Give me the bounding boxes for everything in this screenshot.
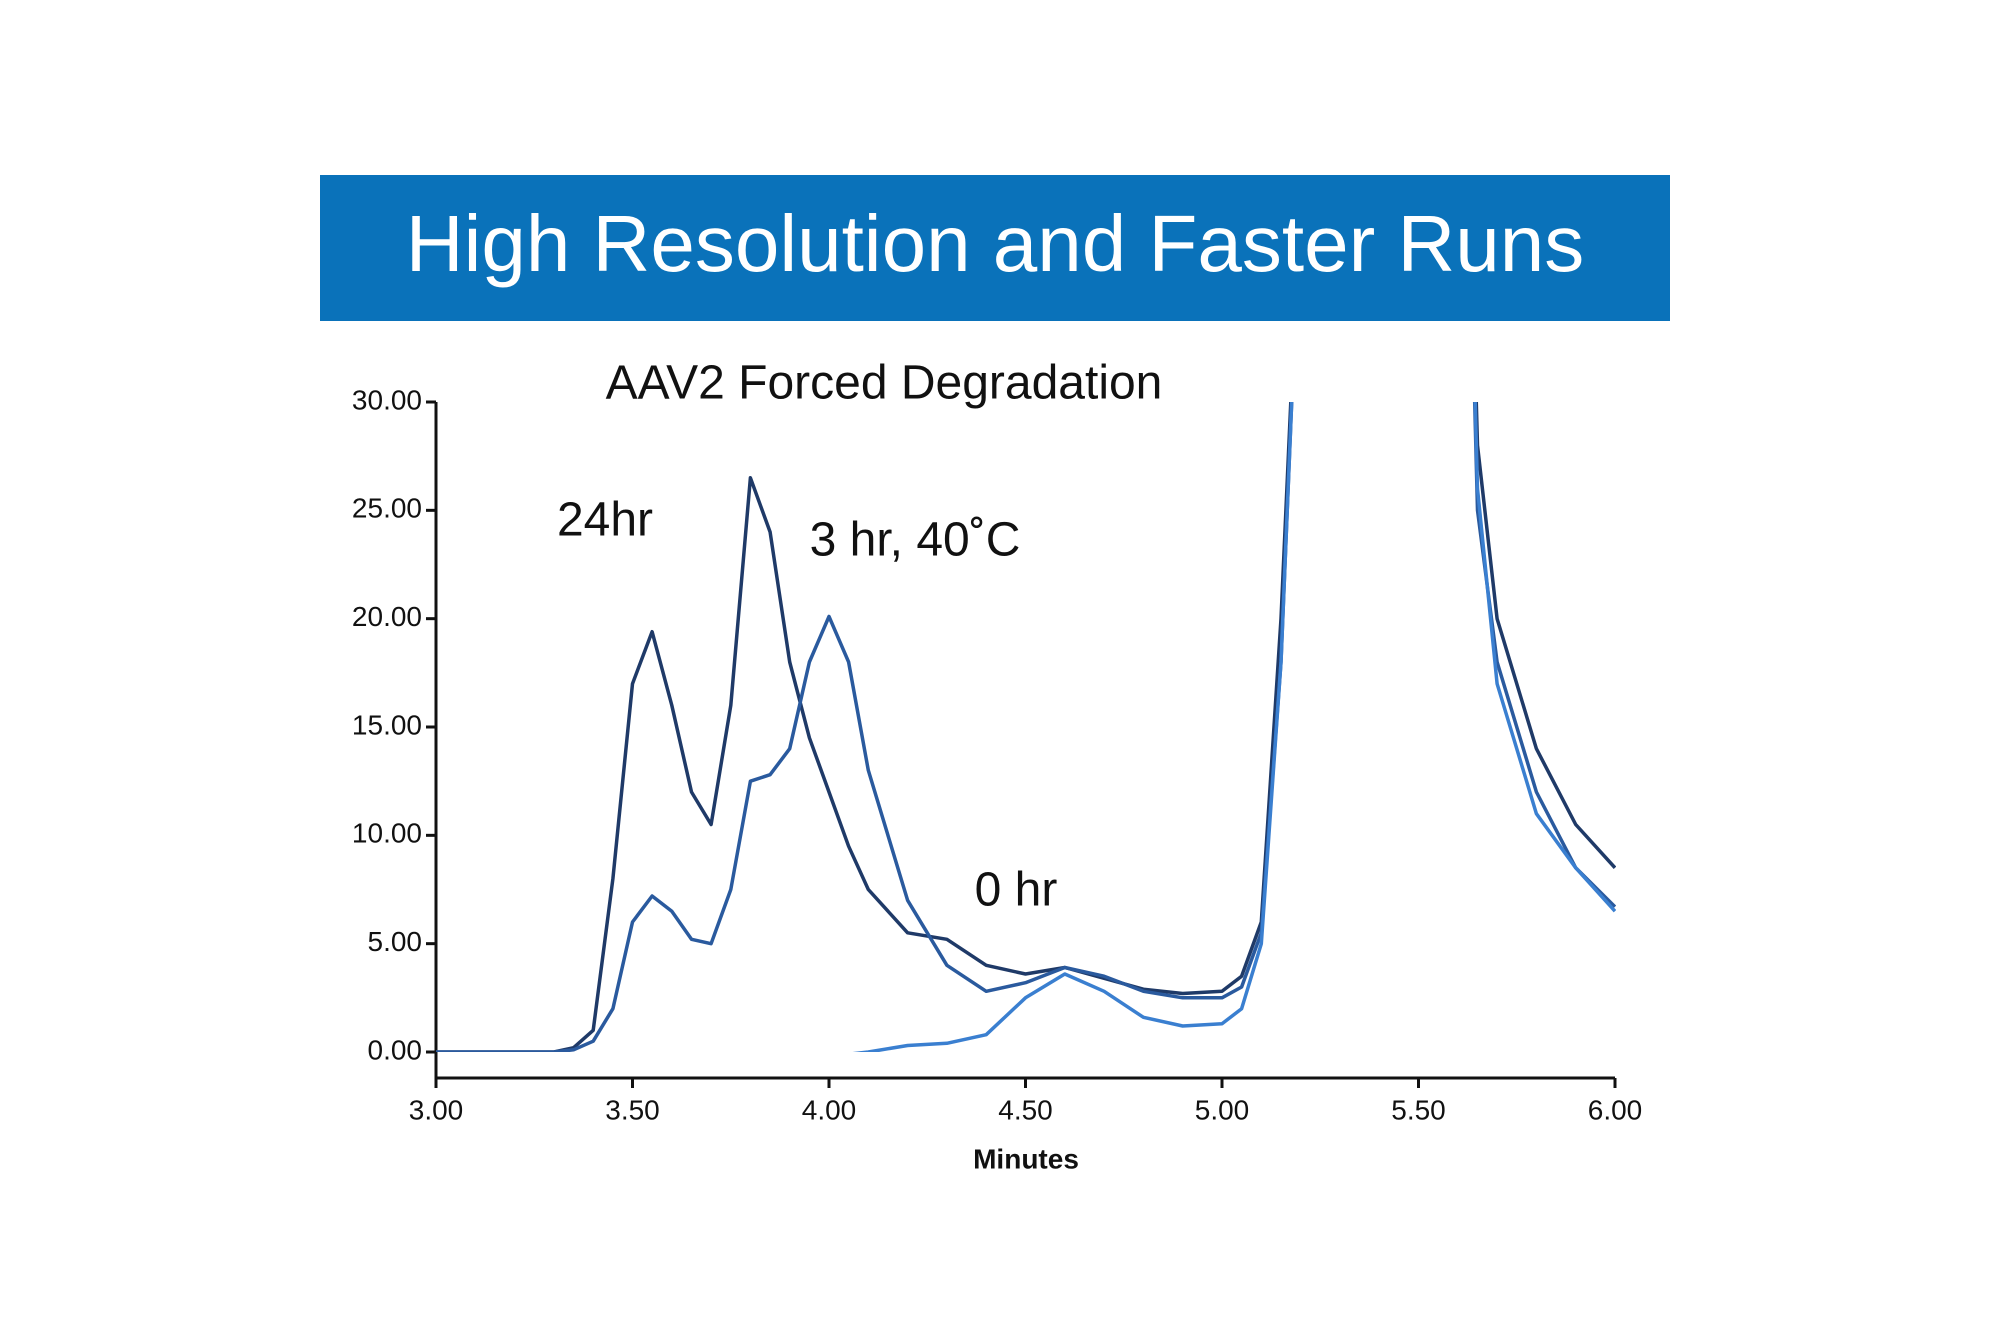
x-tick-label: 6.00 [1588,1094,1643,1125]
x-tick-label: 4.50 [998,1094,1053,1125]
x-tick-label: 5.50 [1391,1094,1446,1125]
plot-area [436,402,1616,1052]
y-tick-label: 20.00 [352,601,422,632]
annotation: 3 hr, 40˚C [810,514,1021,567]
banner-title: High Resolution and Faster Runs [406,199,1584,288]
y-tick-label: 0.00 [368,1034,423,1065]
y-tick-label: 10.00 [352,818,422,849]
y-tick-label: 30.00 [352,384,422,415]
y-tick-label: 25.00 [352,493,422,524]
x-tick-label: 5.00 [1195,1094,1250,1125]
x-tick-label: 3.50 [605,1094,660,1125]
x-axis-label: Minutes [973,1143,1079,1174]
line-series [436,402,1616,1052]
chart-title: AAV2 Forced Degradation [606,357,1163,410]
x-tick-label: 4.00 [802,1094,857,1125]
annotation: 24hr [557,494,653,547]
x-tick-label: 3.00 [409,1094,464,1125]
banner [320,175,1670,321]
y-tick-label: 5.00 [368,926,423,957]
line-series [436,402,1616,1052]
line-series [852,402,1616,1052]
y-tick-label: 15.00 [352,709,422,740]
annotation: 0 hr [975,864,1058,917]
